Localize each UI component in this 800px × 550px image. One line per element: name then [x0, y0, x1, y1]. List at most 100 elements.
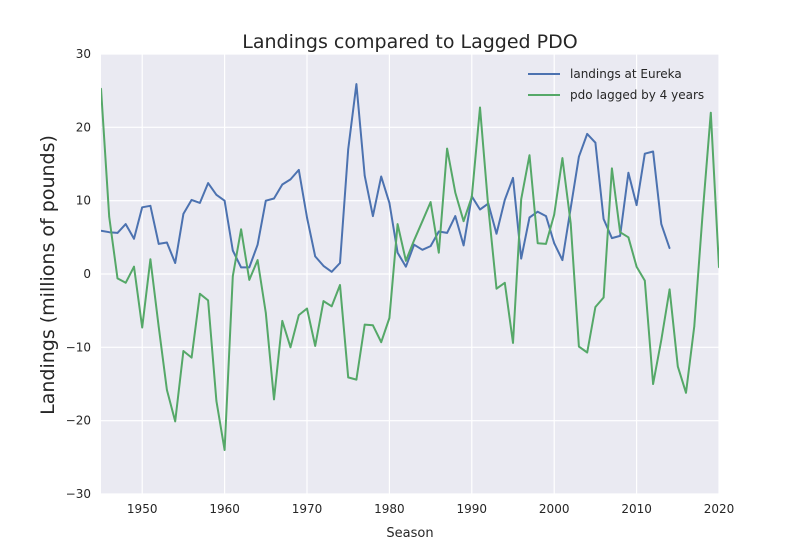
data-point-pdo	[421, 220, 424, 222]
data-point-landings	[232, 249, 234, 252]
series-line-landings	[101, 83, 671, 273]
data-point-pdo	[462, 220, 465, 222]
data-point-landings	[347, 148, 350, 151]
data-point-pdo	[528, 154, 531, 156]
data-point-pdo	[306, 307, 308, 310]
data-point-pdo	[561, 157, 564, 159]
data-point-landings	[512, 177, 514, 179]
data-point-pdo	[578, 345, 580, 348]
data-point-landings	[413, 243, 415, 246]
data-point-landings	[108, 231, 110, 233]
data-point-pdo	[108, 216, 110, 218]
data-point-pdo	[289, 346, 292, 349]
data-point-landings	[586, 133, 588, 135]
data-point-landings	[438, 230, 440, 233]
data-point-pdo	[314, 345, 317, 347]
data-point-pdo	[644, 279, 646, 282]
chart-title: Landings compared to Lagged PDO	[242, 31, 577, 53]
data-point-landings	[199, 202, 201, 204]
data-point-pdo	[602, 296, 605, 299]
data-point-pdo	[157, 326, 160, 328]
data-point-pdo	[553, 213, 555, 216]
data-point-landings	[248, 266, 251, 269]
data-point-pdo	[330, 305, 333, 308]
x-tick-label: 2020	[704, 502, 735, 516]
data-point-landings	[223, 199, 226, 202]
data-point-pdo	[256, 259, 259, 261]
data-point-pdo	[512, 342, 514, 344]
data-point-landings	[289, 178, 292, 181]
data-point-pdo	[495, 287, 498, 290]
data-point-landings	[652, 150, 654, 153]
data-point-pdo	[141, 326, 143, 329]
y-tick-label: −20	[66, 414, 91, 428]
data-point-landings	[536, 210, 539, 213]
data-point-landings	[149, 205, 152, 207]
data-point-pdo	[240, 228, 242, 231]
data-point-landings	[429, 245, 432, 247]
data-point-pdo	[232, 275, 234, 278]
data-point-pdo	[265, 312, 267, 314]
data-point-landings	[504, 199, 506, 201]
data-point-pdo	[454, 191, 457, 194]
data-point-pdo	[281, 320, 284, 322]
data-point-landings	[561, 259, 564, 261]
y-tick-label: 30	[76, 47, 91, 61]
data-point-landings	[611, 237, 613, 239]
data-point-landings	[190, 199, 193, 201]
data-point-pdo	[322, 300, 325, 302]
data-point-pdo	[388, 317, 391, 319]
data-point-pdo	[652, 383, 654, 385]
data-point-pdo	[718, 266, 719, 269]
x-tick-label: 1960	[209, 502, 240, 516]
x-tick-label: 1950	[127, 502, 158, 516]
data-point-pdo	[182, 350, 185, 352]
data-point-landings	[298, 169, 300, 171]
data-point-pdo	[405, 260, 407, 262]
data-point-landings	[182, 213, 185, 215]
data-point-landings	[101, 229, 102, 232]
data-point-pdo	[710, 111, 712, 114]
data-point-landings	[166, 241, 168, 244]
data-point-landings	[133, 238, 135, 240]
data-point-pdo	[611, 167, 613, 170]
series-lines	[101, 83, 719, 451]
x-axis-label: Season	[386, 526, 433, 541]
data-point-pdo	[635, 265, 638, 268]
data-point-pdo	[429, 201, 432, 203]
x-tick-label: 2010	[621, 502, 652, 516]
data-point-landings	[363, 174, 366, 177]
data-point-landings	[545, 215, 547, 217]
x-tick-label: 2000	[539, 502, 570, 516]
data-point-landings	[157, 243, 160, 245]
data-point-landings	[405, 265, 407, 268]
data-point-pdo	[174, 420, 176, 423]
data-point-landings	[306, 216, 308, 219]
data-point-pdo	[446, 147, 448, 150]
data-point-pdo	[701, 214, 704, 217]
data-point-pdo	[479, 106, 481, 109]
data-point-pdo	[569, 222, 572, 225]
data-point-landings	[594, 141, 597, 144]
tick-labels: 1950 1960 1970 1980 1990 2000 2010 20203020100−…	[66, 47, 735, 516]
data-point-landings	[602, 218, 605, 220]
data-point-landings	[339, 262, 341, 264]
data-point-landings	[207, 182, 209, 184]
data-point-pdo	[396, 223, 399, 225]
data-point-pdo	[149, 258, 152, 261]
y-axis-label: Landings (millions of pounds)	[37, 135, 59, 415]
data-point-landings	[495, 232, 498, 235]
data-point-pdo	[355, 378, 358, 381]
data-point-landings	[528, 216, 531, 219]
y-tick-label: 0	[83, 267, 91, 281]
data-point-landings	[322, 265, 325, 267]
data-point-pdo	[413, 239, 415, 242]
data-point-pdo	[504, 282, 506, 284]
x-tick-label: 1980	[374, 502, 405, 516]
data-point-landings	[240, 266, 242, 269]
data-point-landings	[314, 255, 317, 258]
data-point-landings	[215, 194, 218, 196]
data-point-pdo	[207, 299, 209, 302]
data-point-pdo	[133, 265, 135, 268]
